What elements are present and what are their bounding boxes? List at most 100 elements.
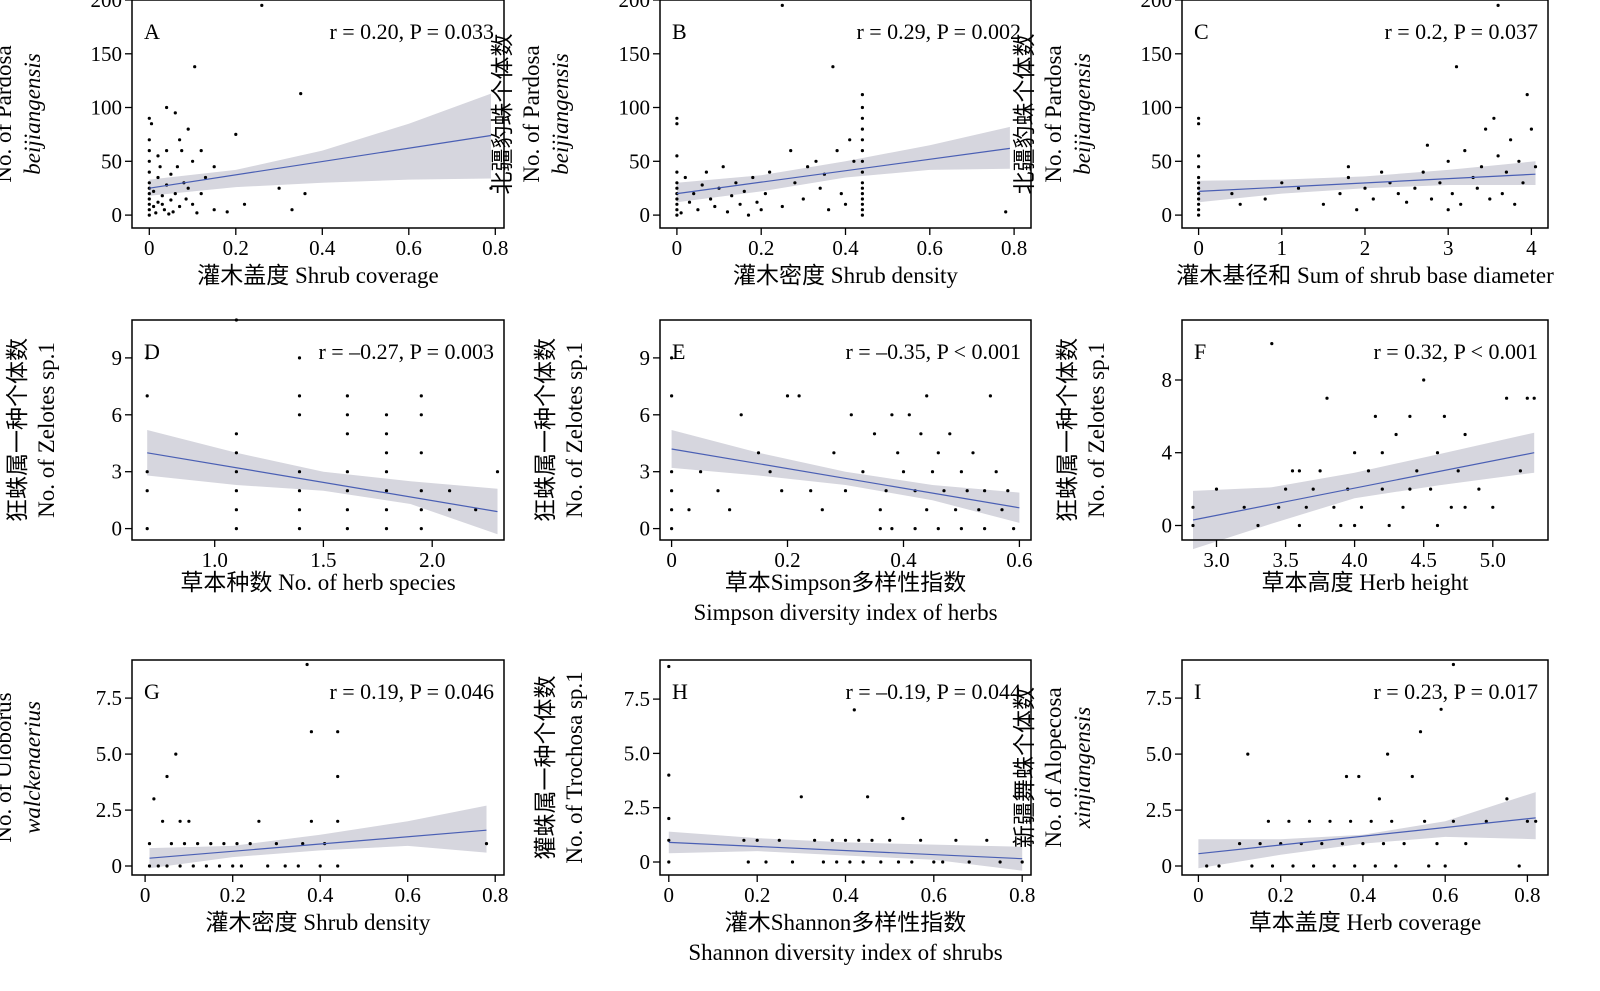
plot-frame — [1181, 659, 1549, 876]
y-tick-label: 5.0 — [1146, 742, 1172, 766]
data-point — [1464, 842, 1468, 846]
data-point — [1475, 186, 1479, 190]
data-point — [843, 202, 848, 206]
y-tick-label: 50 — [101, 149, 122, 173]
data-point — [225, 210, 229, 214]
data-point — [448, 508, 452, 512]
data-point — [679, 211, 683, 215]
data-point — [147, 192, 151, 196]
data-point — [186, 186, 190, 190]
data-point — [1012, 527, 1016, 531]
data-point — [860, 170, 865, 174]
x-tick-label: 0 — [672, 236, 683, 260]
data-point — [175, 165, 179, 169]
data-point — [699, 470, 703, 474]
x-tick-label: 0.4 — [307, 883, 334, 907]
x-tick-label: 0 — [664, 883, 675, 907]
data-point — [1521, 181, 1525, 185]
data-point — [191, 159, 195, 163]
regression-line — [668, 841, 1023, 860]
panel-letter: C — [1194, 19, 1209, 44]
x-axis-label: 草本种数 No. of herb species — [180, 570, 455, 595]
data-point — [1361, 842, 1365, 846]
data-point — [843, 489, 848, 493]
data-point — [670, 508, 674, 512]
data-point — [193, 65, 197, 69]
data-point — [1369, 819, 1373, 823]
data-point — [1532, 396, 1536, 400]
data-point — [1518, 469, 1522, 473]
x-tick-label: 0.4 — [1350, 883, 1377, 907]
panel-letter: H — [672, 679, 688, 704]
data-point — [675, 116, 679, 120]
data-point — [878, 508, 882, 512]
data-point — [173, 111, 177, 115]
data-point — [780, 3, 784, 7]
data-point — [1270, 342, 1274, 346]
data-point — [152, 797, 156, 801]
data-point — [667, 664, 671, 669]
y-axis-label: No. of Pardosa — [0, 45, 16, 182]
data-point — [785, 394, 790, 398]
scatter-points — [1197, 3, 1538, 217]
data-point — [384, 413, 389, 417]
data-point — [861, 470, 865, 474]
data-point — [814, 159, 818, 163]
data-point — [1238, 842, 1242, 846]
data-point — [1396, 192, 1400, 196]
data-point — [162, 208, 166, 212]
data-point — [165, 105, 169, 110]
data-point — [700, 183, 704, 187]
data-point — [1277, 505, 1281, 509]
data-point — [683, 175, 687, 180]
x-tick-label: 0 — [144, 236, 155, 260]
data-point — [147, 842, 152, 846]
data-point — [1263, 197, 1267, 201]
panel-f: 3.0 3.5 4.0 4.5 5.0 0 4 8F r = 0.32, P < 0.001 草本… — [1055, 319, 1549, 595]
data-point — [178, 138, 182, 142]
regression-line — [147, 452, 498, 513]
y-tick-label: 3 — [640, 460, 651, 484]
y-tick-label: 4 — [1162, 441, 1173, 465]
data-point — [675, 122, 679, 126]
data-point — [1197, 175, 1201, 180]
data-point — [1197, 197, 1201, 201]
x-tick-label: 0 — [666, 548, 677, 572]
data-point — [1000, 508, 1004, 512]
data-point — [1525, 819, 1529, 823]
data-point — [147, 159, 151, 163]
data-point — [667, 816, 671, 821]
y-tick-label: 2.5 — [96, 798, 122, 822]
data-point — [725, 210, 730, 214]
data-point — [730, 194, 734, 198]
data-point — [1380, 487, 1384, 491]
data-point — [212, 208, 216, 212]
data-point — [1505, 797, 1509, 801]
data-point — [801, 197, 805, 201]
data-point — [870, 838, 874, 842]
y-axis-label: 北疆豹蛛个体数 — [1012, 34, 1037, 195]
data-point — [768, 470, 772, 474]
y-tick-label: 2.5 — [1146, 798, 1172, 822]
data-point — [667, 860, 671, 864]
data-point — [751, 175, 755, 180]
data-point — [941, 860, 945, 864]
data-point — [860, 208, 865, 212]
data-point — [1312, 864, 1316, 868]
panel-letter: E — [672, 339, 685, 364]
data-point — [1413, 186, 1417, 190]
y-axis-label: beijiangensis — [548, 53, 573, 174]
data-point — [793, 181, 797, 185]
data-point — [830, 838, 834, 842]
data-point — [670, 489, 674, 493]
data-point — [242, 202, 247, 206]
x-tick-label: 0.6 — [921, 883, 947, 907]
data-point — [484, 842, 489, 846]
data-point — [1525, 396, 1529, 400]
data-point — [1332, 505, 1336, 509]
data-point — [1422, 378, 1426, 382]
data-point — [419, 394, 423, 398]
data-point — [738, 202, 742, 206]
y-axis-label: No. of Zelotes sp.1 — [34, 342, 59, 518]
data-point — [852, 708, 856, 712]
